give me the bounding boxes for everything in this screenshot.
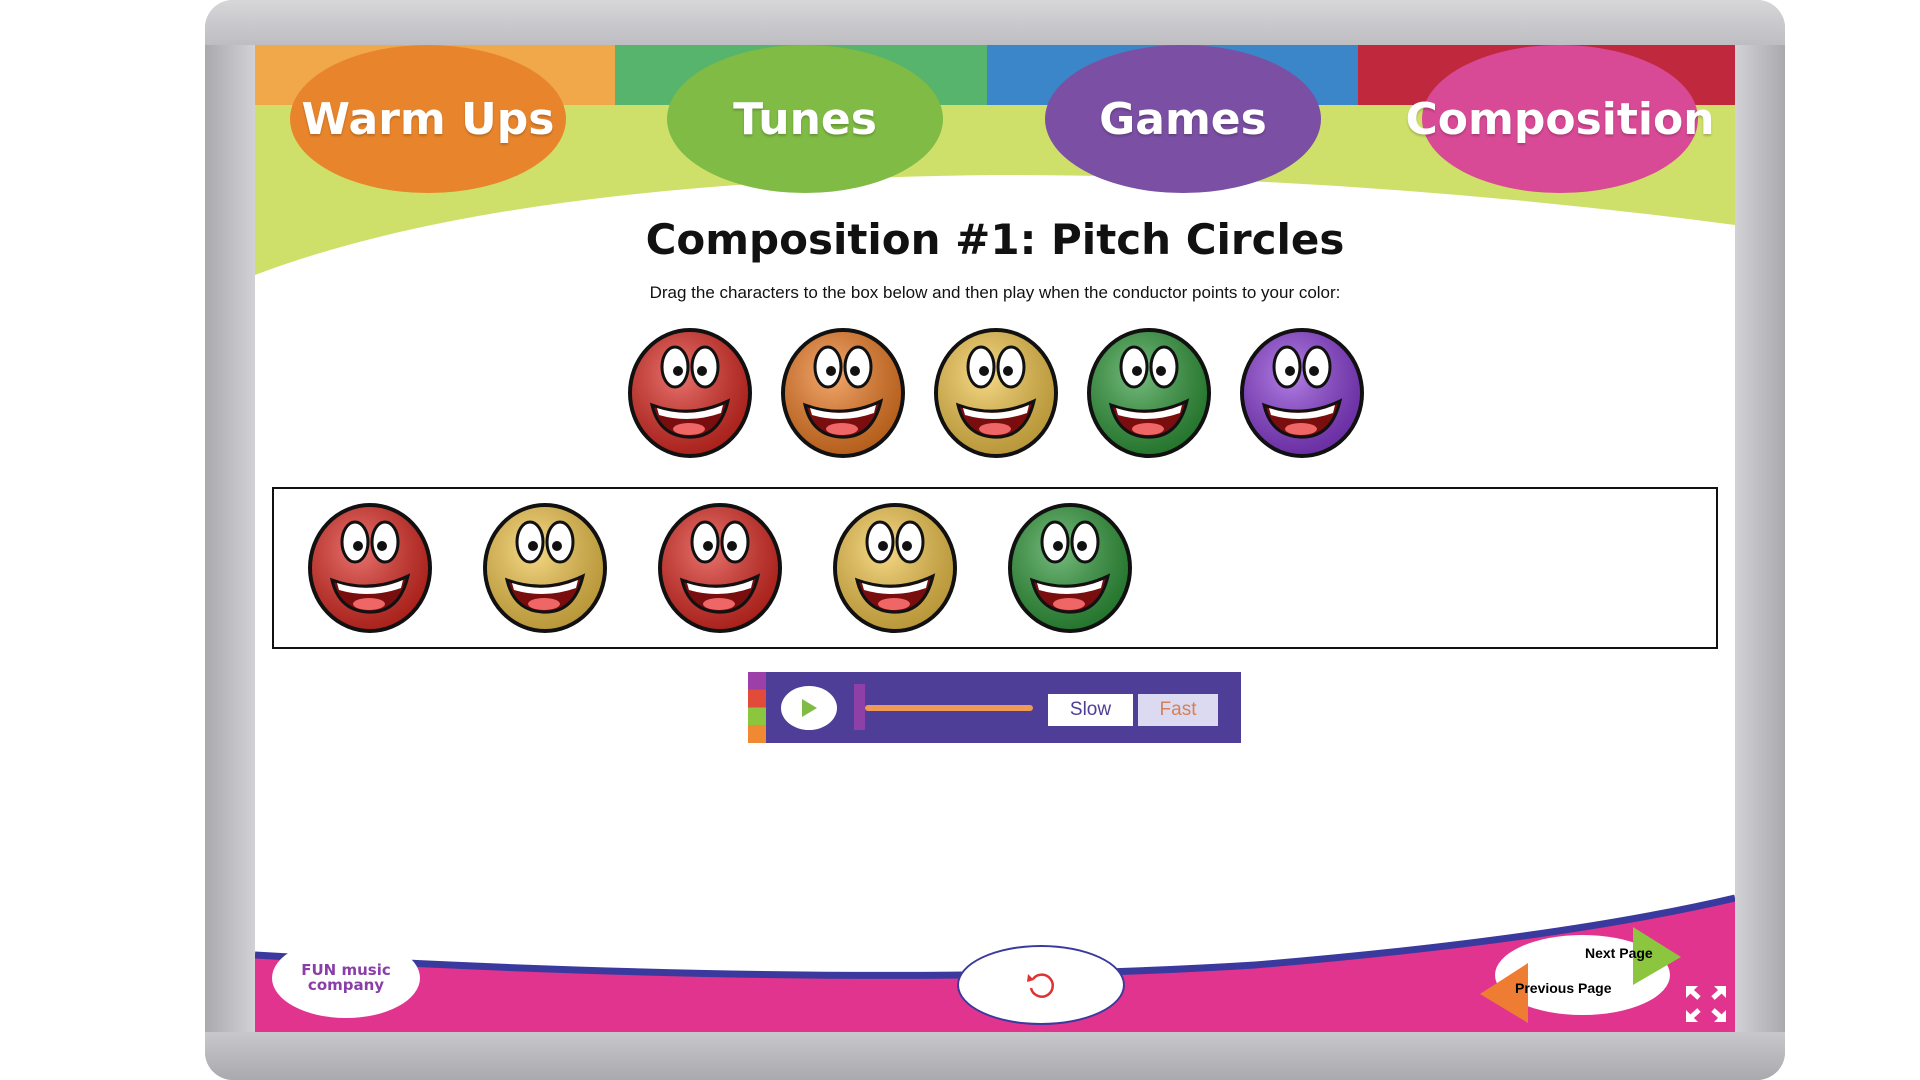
tempo-slider-handle[interactable] <box>854 684 865 730</box>
previous-page-link[interactable]: Previous Page <box>1515 980 1612 996</box>
color-indicator <box>748 672 766 743</box>
composition-drop-box[interactable] <box>272 487 1718 649</box>
next-page-arrow-icon[interactable] <box>1633 927 1691 987</box>
reset-button[interactable] <box>957 945 1125 1025</box>
reload-icon <box>1027 973 1054 998</box>
logo-text: FUN music company <box>301 961 391 994</box>
footer-band <box>255 894 1735 1032</box>
fullscreen-icon[interactable] <box>1685 985 1727 1023</box>
tab-tunes[interactable]: Tunes <box>667 45 943 193</box>
slow-button[interactable]: Slow <box>1048 694 1133 726</box>
board-frame-top <box>205 0 1785 45</box>
tab-composition[interactable]: Composition <box>1405 45 1715 193</box>
header-wave <box>255 105 1735 275</box>
tab-games[interactable]: Games <box>1045 45 1321 193</box>
palette-character-orange[interactable] <box>780 327 906 459</box>
play-button[interactable] <box>781 686 837 730</box>
page-title: Composition #1: Pitch Circles <box>645 215 1345 264</box>
board-frame-left <box>205 0 255 1080</box>
placed-character-yellow[interactable] <box>482 502 608 634</box>
instruction-text: Drag the characters to the box below and… <box>649 283 1341 302</box>
tab-warm-ups[interactable]: Warm Ups <box>290 45 566 193</box>
palette-character-red[interactable] <box>627 327 753 459</box>
whiteboard: Warm Ups Tunes Games Composition Compositio… <box>255 45 1735 1032</box>
fast-button[interactable]: Fast <box>1138 694 1218 726</box>
previous-page-arrow-icon[interactable] <box>1480 963 1530 1025</box>
tempo-player: Slow Fast <box>748 672 1241 743</box>
smiley-face-icon <box>483 503 607 633</box>
play-icon <box>802 699 817 717</box>
smiley-face-icon <box>1008 503 1132 633</box>
tempo-slider-track[interactable] <box>865 705 1033 711</box>
next-page-link[interactable]: Next Page <box>1585 945 1653 961</box>
smiley-face-icon <box>308 503 432 633</box>
smiley-face-icon <box>628 328 752 458</box>
smiley-face-icon <box>1240 328 1364 458</box>
placed-character-yellow[interactable] <box>832 502 958 634</box>
palette-character-purple[interactable] <box>1239 327 1365 459</box>
board-frame-bottom <box>205 1032 1785 1080</box>
placed-character-red[interactable] <box>307 502 433 634</box>
placed-character-red[interactable] <box>657 502 783 634</box>
placed-character-green[interactable] <box>1007 502 1133 634</box>
palette-character-green[interactable] <box>1086 327 1212 459</box>
fun-music-logo[interactable]: FUN music company <box>272 938 420 1018</box>
smiley-face-icon <box>1087 328 1211 458</box>
smiley-face-icon <box>833 503 957 633</box>
board-frame-right <box>1735 0 1785 1080</box>
palette-character-yellow[interactable] <box>933 327 1059 459</box>
smiley-face-icon <box>781 328 905 458</box>
smiley-face-icon <box>934 328 1058 458</box>
smiley-face-icon <box>658 503 782 633</box>
